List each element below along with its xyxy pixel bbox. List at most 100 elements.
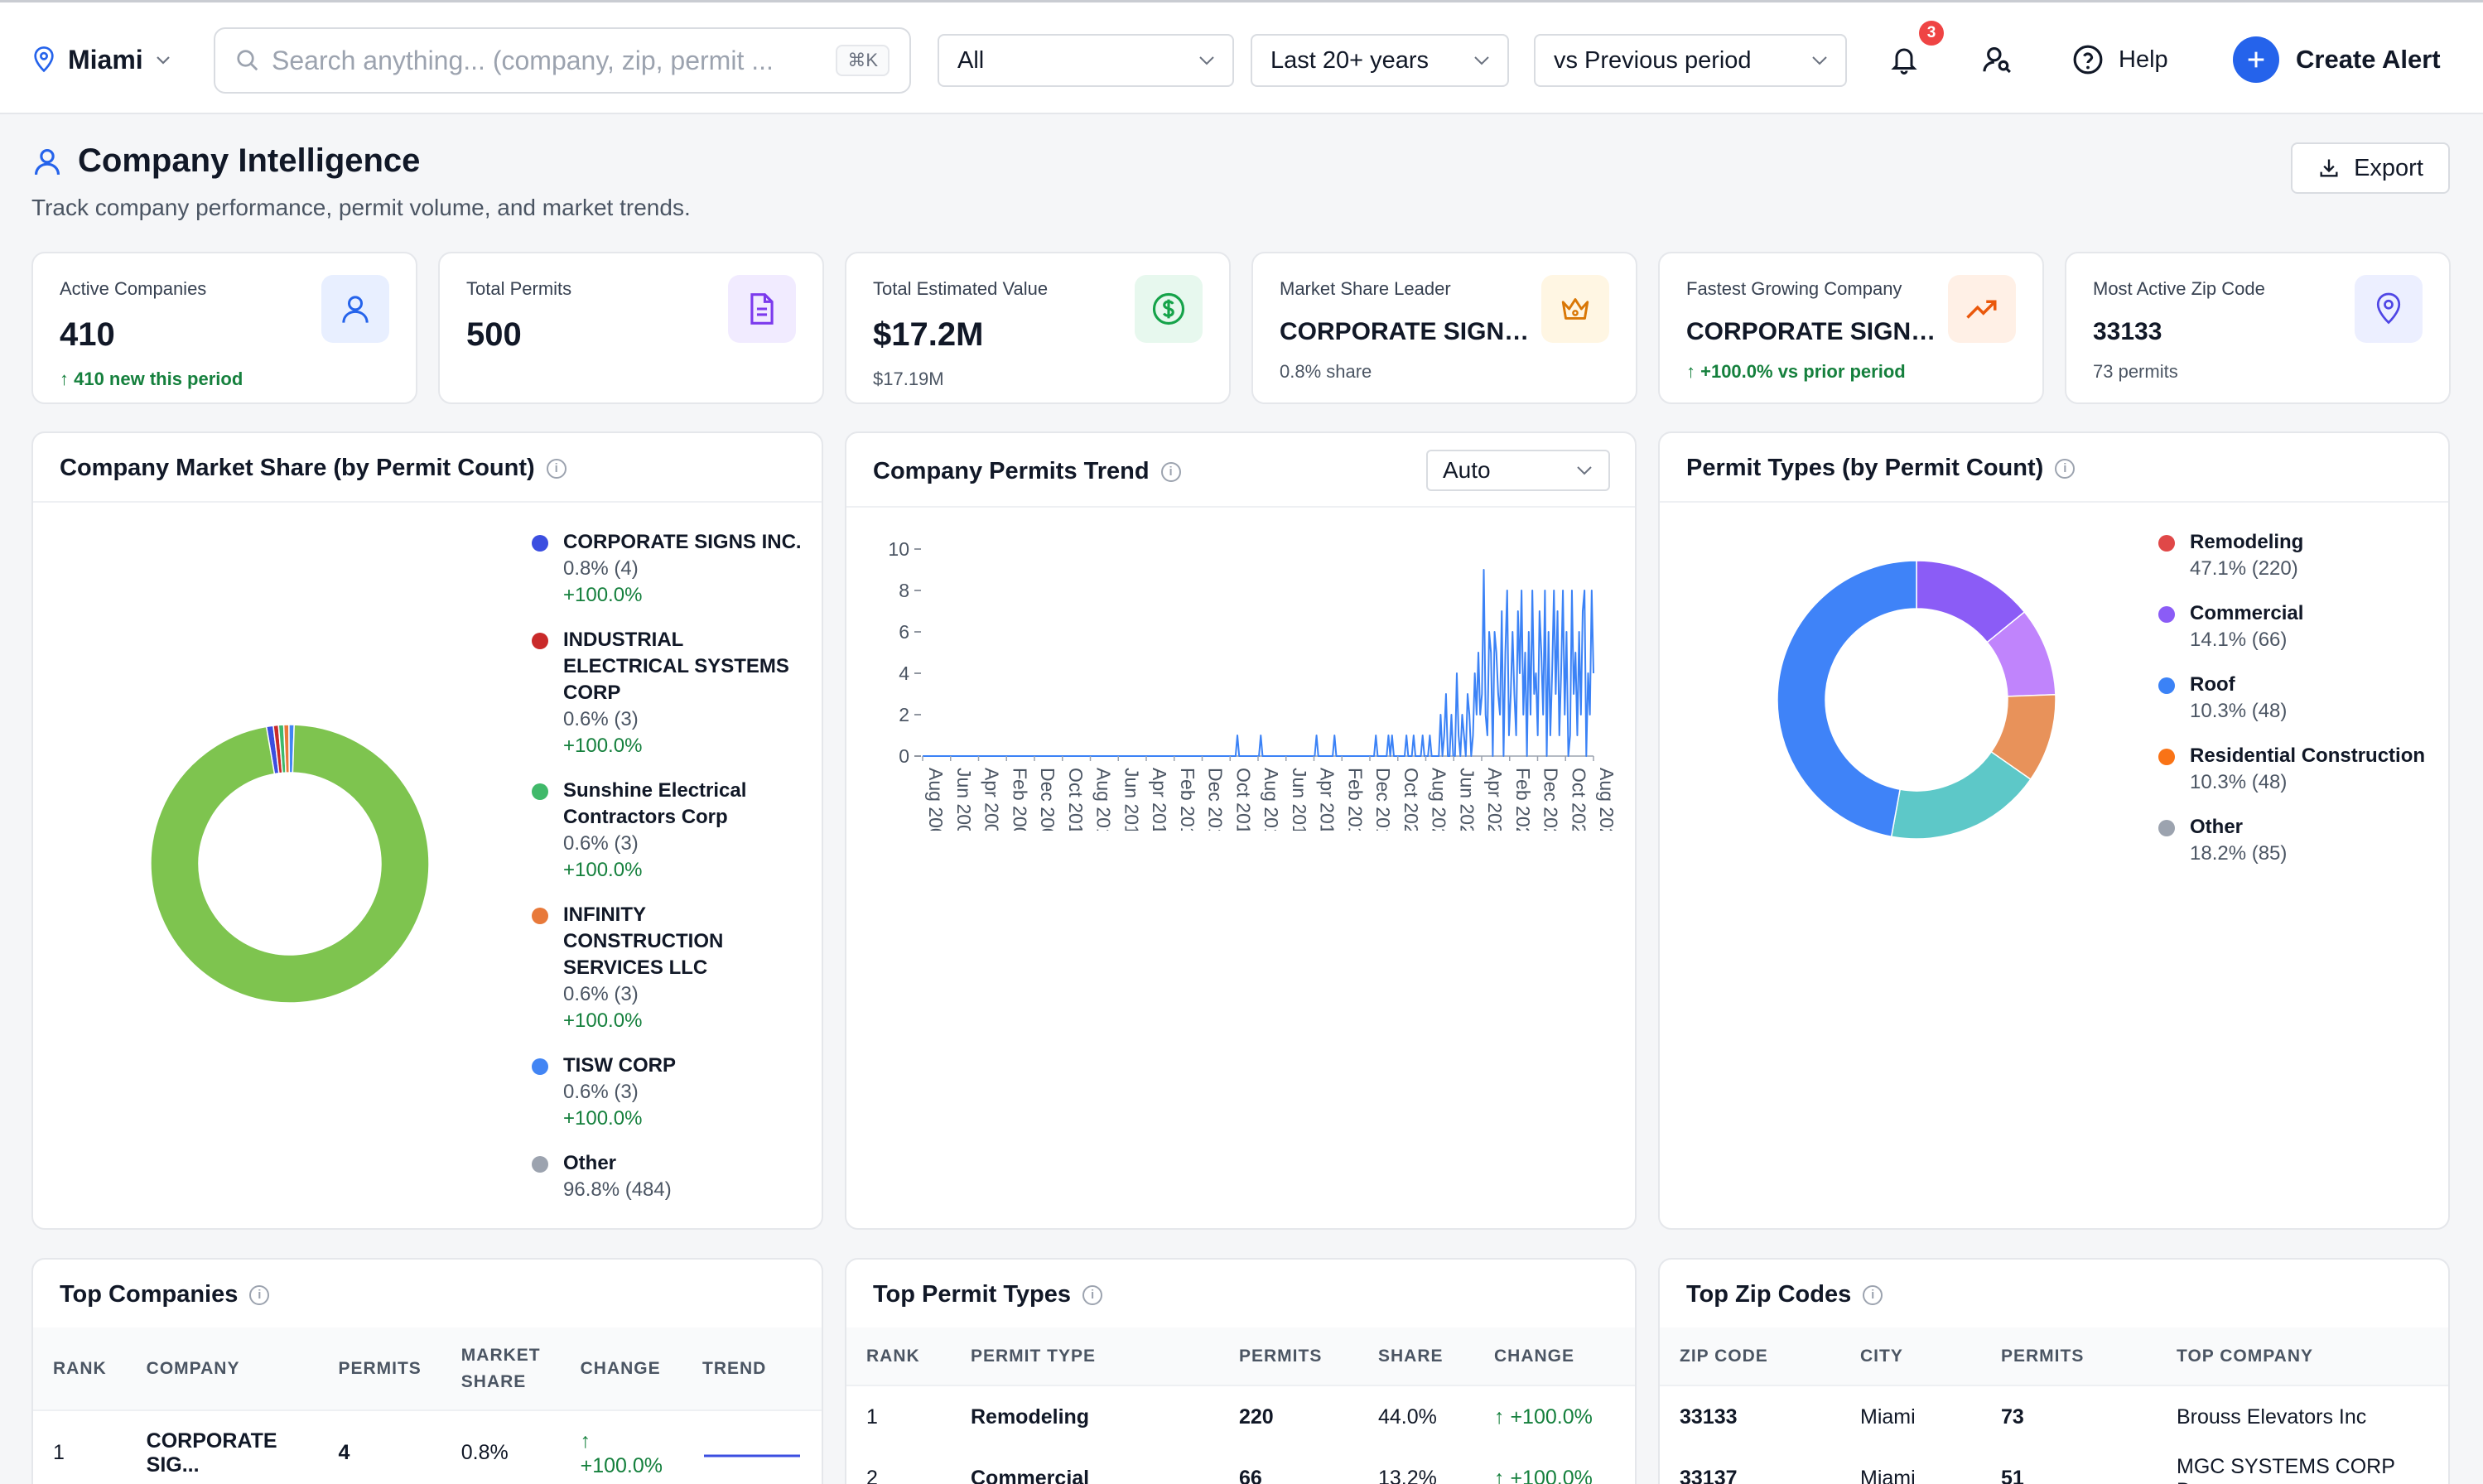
panel-title: Permit Types (by Permit Count) i (1686, 455, 2076, 482)
kpi-sub: $17.19M (873, 369, 944, 389)
legend-name: Roof (2190, 673, 2235, 696)
kpi-value: 33133 (2093, 318, 2162, 345)
legend-item[interactable]: Other 96.8% (484) (532, 1150, 805, 1203)
info-icon[interactable]: i (2055, 458, 2076, 479)
page-header: Company Intelligence Track company perfo… (31, 142, 691, 221)
legend-name: Other (563, 1152, 617, 1174)
cell-permits: 73 (2001, 1404, 2024, 1429)
help-circle-icon (2073, 45, 2103, 75)
trend-sparkline (704, 1454, 800, 1458)
donut-slice[interactable] (150, 724, 430, 1004)
x-tick-label: Dec 2009 (1037, 768, 1058, 831)
user-icon (34, 148, 60, 175)
panel-title: Top Permit Types i (873, 1281, 1103, 1308)
panel-title: Company Permits Trend i (873, 458, 1181, 485)
legend-item[interactable]: TISW CORP 0.6% (3) +100.0% (532, 1053, 805, 1132)
cell-permits: 4 (338, 1441, 350, 1464)
legend-item[interactable]: Sunshine Electrical Contractors Corp 0.6… (532, 778, 805, 884)
column-header-city[interactable]: CITY (1840, 1327, 1981, 1386)
column-header-permits[interactable]: PERMITS (1219, 1327, 1358, 1386)
legend-item[interactable]: Commercial 14.1% (66) (2158, 600, 2432, 653)
legend-item[interactable]: Other 18.2% (85) (2158, 814, 2432, 867)
legend-share: 0.8% (4) (563, 557, 639, 580)
cell-rank: 2 (866, 1467, 878, 1484)
info-icon[interactable]: i (1863, 1284, 1883, 1305)
column-header-top-company[interactable]: TOP COMPANY (2157, 1327, 2448, 1386)
column-header-rank[interactable]: RANK (33, 1327, 127, 1411)
cell-change: ↑ +100.0% (1494, 1404, 1593, 1429)
x-tick-label: Aug 2016 (1261, 768, 1282, 831)
column-header-company[interactable]: COMPANY (126, 1327, 319, 1411)
cell-permit-type: Remodeling (971, 1404, 1090, 1429)
cell-permit-type: Commercial (971, 1467, 1090, 1484)
chevron-down-icon (1812, 56, 1827, 65)
search-input[interactable]: Search anything... (company, zip, permit… (214, 27, 911, 94)
map-pin-icon (2355, 275, 2423, 343)
y-tick-label: 6 (899, 621, 909, 643)
granularity-select[interactable]: Auto (1426, 450, 1610, 491)
y-tick-label: 0 (899, 745, 909, 767)
column-header-change[interactable]: CHANGE (1474, 1327, 1635, 1386)
legend-dot (2158, 535, 2175, 552)
legend-dot (532, 633, 548, 649)
donut-slice[interactable] (1890, 750, 2032, 840)
info-icon[interactable]: i (1082, 1284, 1103, 1305)
column-header-share[interactable]: SHARE (1358, 1327, 1474, 1386)
table-row[interactable]: 33137 Miami 51 MGC SYSTEMS CORP D... (1660, 1448, 2448, 1484)
table-header-row: RANK COMPANY PERMITS MARKET SHARE CHANGE… (33, 1327, 822, 1411)
legend-item[interactable]: CORPORATE SIGNS INC. 0.8% (4) +100.0% (532, 529, 805, 609)
column-header-rank[interactable]: RANK (846, 1327, 951, 1386)
x-tick-label: Jun 2022 (1456, 768, 1478, 831)
column-header-zip-code[interactable]: ZIP CODE (1660, 1327, 1840, 1386)
column-header-market-share[interactable]: MARKET SHARE (441, 1327, 561, 1411)
kpi-fastest-growing: Fastest Growing Company CORPORATE SIGNS … (1658, 252, 2044, 404)
column-header-permits[interactable]: PERMITS (318, 1327, 441, 1411)
info-icon[interactable]: i (1160, 461, 1181, 482)
kpi-most-active-zip: Most Active Zip Code 33133 73 permits (2065, 252, 2451, 404)
x-tick-label: Aug 2026 (1596, 768, 1618, 831)
legend-item[interactable]: Roof 10.3% (48) (2158, 672, 2432, 725)
period-filter-select[interactable]: Last 20+ years (1251, 34, 1509, 87)
cell-share: 44.0% (1378, 1404, 1437, 1429)
document-icon (728, 275, 796, 343)
donut-slice[interactable] (1777, 560, 1917, 838)
column-header-permit-type[interactable]: PERMIT TYPE (951, 1327, 1219, 1386)
info-icon[interactable]: i (546, 458, 567, 479)
location-selector[interactable]: Miami (31, 39, 171, 80)
legend-share: 0.6% (3) (563, 708, 639, 730)
account-button[interactable] (1976, 39, 2018, 80)
notifications-button[interactable] (1883, 39, 1925, 80)
compare-filter-select[interactable]: vs Previous period (1534, 34, 1847, 87)
series-line[interactable] (923, 569, 1594, 757)
kpi-value: 500 (466, 316, 522, 353)
x-tick-label: Apr 2013 (1149, 768, 1170, 831)
legend-item[interactable]: Remodeling 47.1% (220) (2158, 529, 2432, 582)
create-alert-button[interactable]: Create Alert (2233, 36, 2441, 84)
table-row[interactable]: 2 Commercial 66 13.2% ↑ +100.0% (846, 1448, 1635, 1484)
permit-types-panel: Permit Types (by Permit Count) i Remodel… (1658, 431, 2450, 1230)
kpi-total-value: Total Estimated Value $17.2M $17.19M (845, 252, 1231, 404)
search-shortcut: ⌘K (836, 45, 890, 76)
help-button[interactable]: Help (2072, 39, 2168, 80)
x-tick-label: Dec 2019 (1372, 768, 1394, 831)
table-row[interactable]: 1 Remodeling 220 44.0% ↑ +100.0% (846, 1385, 1635, 1448)
legend-change: +100.0% (563, 1107, 643, 1130)
legend-share: 14.1% (66) (2190, 629, 2288, 651)
x-tick-label: Oct 2020 (1401, 768, 1422, 831)
legend-item[interactable]: INDUSTRIAL ELECTRICAL SYSTEMS CORP 0.6% … (532, 627, 805, 759)
export-button[interactable]: Export (2291, 142, 2450, 194)
x-tick-label: Oct 2025 (1568, 768, 1589, 831)
type-filter-select[interactable]: All (938, 34, 1234, 87)
legend-item[interactable]: INFINITY CONSTRUCTION SERVICES LLC 0.6% … (532, 902, 805, 1034)
table-row[interactable]: 1 CORPORATE SIG... 4 0.8% ↑ +100.0% (33, 1410, 822, 1484)
legend-item[interactable]: Residential Construction 10.3% (48) (2158, 743, 2432, 796)
table-row[interactable]: 33133 Miami 73 Brouss Elevators Inc (1660, 1385, 2448, 1448)
market-share-panel: Company Market Share (by Permit Count) i… (31, 431, 823, 1230)
x-tick-label: Jun 2012 (1121, 768, 1142, 831)
column-header-change[interactable]: CHANGE (560, 1327, 682, 1411)
info-icon[interactable]: i (249, 1284, 270, 1305)
column-header-permits[interactable]: PERMITS (1981, 1327, 2157, 1386)
column-header-trend[interactable]: TREND (682, 1327, 822, 1411)
legend-dot (2158, 677, 2175, 694)
notification-count-badge: 3 (1919, 21, 1944, 46)
